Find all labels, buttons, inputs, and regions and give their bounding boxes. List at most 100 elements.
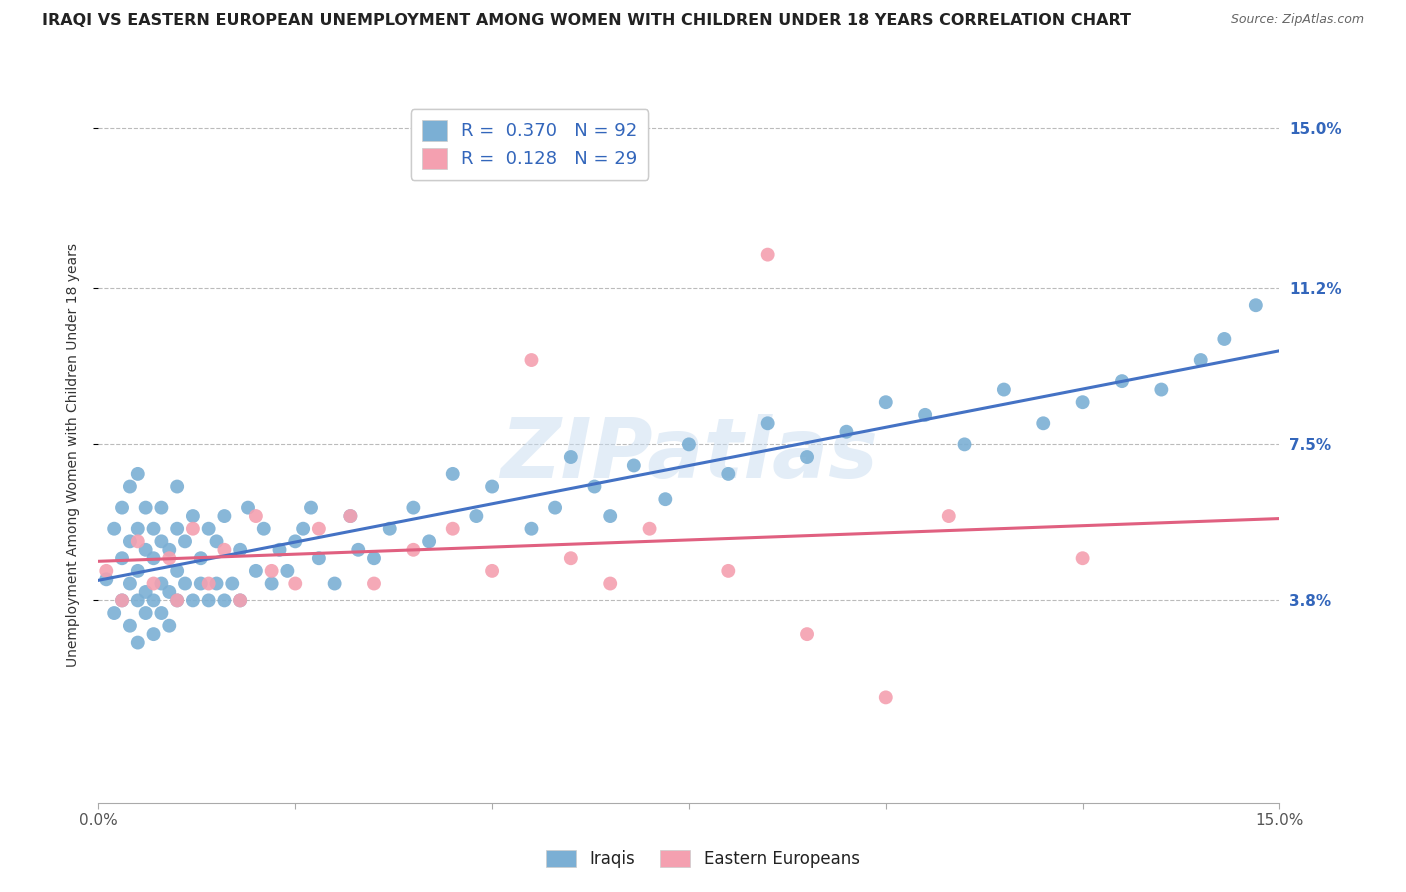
- Point: [103, 522, 125, 536]
- Point: [481, 479, 503, 493]
- Point: [993, 383, 1015, 397]
- Point: [157, 585, 180, 599]
- Point: [308, 551, 330, 566]
- Point: [796, 450, 818, 464]
- Point: [717, 467, 740, 481]
- Point: [465, 509, 488, 524]
- Point: [214, 593, 236, 607]
- Point: [166, 593, 188, 607]
- Point: [276, 564, 298, 578]
- Point: [1213, 332, 1236, 346]
- Point: [229, 593, 252, 607]
- Point: [236, 500, 259, 515]
- Point: [1189, 353, 1212, 368]
- Point: [157, 542, 180, 557]
- Point: [953, 437, 976, 451]
- Point: [253, 522, 276, 536]
- Point: [229, 542, 252, 557]
- Point: [299, 500, 322, 515]
- Point: [1150, 383, 1173, 397]
- Point: [205, 576, 228, 591]
- Point: [142, 627, 165, 641]
- Point: [323, 576, 346, 591]
- Point: [756, 247, 779, 261]
- Text: Source: ZipAtlas.com: Source: ZipAtlas.com: [1230, 13, 1364, 27]
- Point: [197, 576, 219, 591]
- Point: [1111, 374, 1133, 388]
- Point: [363, 576, 385, 591]
- Point: [221, 576, 243, 591]
- Point: [135, 542, 157, 557]
- Point: [214, 542, 236, 557]
- Point: [520, 353, 543, 368]
- Point: [402, 500, 425, 515]
- Point: [197, 593, 219, 607]
- Point: [127, 564, 149, 578]
- Point: [181, 522, 204, 536]
- Point: [717, 564, 740, 578]
- Point: [142, 551, 165, 566]
- Point: [150, 534, 173, 549]
- Point: [229, 593, 252, 607]
- Point: [166, 564, 188, 578]
- Point: [150, 606, 173, 620]
- Point: [181, 509, 204, 524]
- Legend: R =  0.370   N = 92, R =  0.128   N = 29: R = 0.370 N = 92, R = 0.128 N = 29: [411, 109, 648, 179]
- Point: [142, 576, 165, 591]
- Point: [284, 576, 307, 591]
- Point: [347, 542, 370, 557]
- Point: [118, 618, 141, 632]
- Point: [127, 635, 149, 649]
- Point: [96, 564, 118, 578]
- Point: [756, 417, 779, 431]
- Point: [308, 522, 330, 536]
- Point: [599, 576, 621, 591]
- Point: [292, 522, 315, 536]
- Point: [150, 576, 173, 591]
- Point: [402, 542, 425, 557]
- Point: [174, 534, 197, 549]
- Point: [914, 408, 936, 422]
- Point: [378, 522, 401, 536]
- Point: [127, 467, 149, 481]
- Point: [135, 606, 157, 620]
- Point: [111, 593, 134, 607]
- Point: [1244, 298, 1267, 312]
- Point: [127, 534, 149, 549]
- Point: [135, 585, 157, 599]
- Point: [127, 593, 149, 607]
- Point: [654, 492, 676, 507]
- Point: [245, 564, 267, 578]
- Point: [142, 522, 165, 536]
- Point: [1071, 395, 1094, 409]
- Point: [599, 509, 621, 524]
- Text: IRAQI VS EASTERN EUROPEAN UNEMPLOYMENT AMONG WOMEN WITH CHILDREN UNDER 18 YEARS : IRAQI VS EASTERN EUROPEAN UNEMPLOYMENT A…: [42, 13, 1132, 29]
- Point: [118, 534, 141, 549]
- Point: [560, 551, 582, 566]
- Point: [111, 551, 134, 566]
- Point: [418, 534, 440, 549]
- Point: [441, 522, 464, 536]
- Point: [103, 606, 125, 620]
- Point: [363, 551, 385, 566]
- Point: [118, 479, 141, 493]
- Point: [197, 522, 219, 536]
- Point: [127, 522, 149, 536]
- Point: [174, 576, 197, 591]
- Point: [638, 522, 661, 536]
- Point: [1032, 417, 1054, 431]
- Point: [678, 437, 700, 451]
- Point: [166, 522, 188, 536]
- Point: [245, 509, 267, 524]
- Point: [190, 551, 212, 566]
- Point: [623, 458, 645, 473]
- Point: [157, 618, 180, 632]
- Point: [441, 467, 464, 481]
- Point: [166, 479, 188, 493]
- Point: [150, 500, 173, 515]
- Point: [111, 593, 134, 607]
- Point: [1071, 551, 1094, 566]
- Point: [190, 576, 212, 591]
- Point: [875, 395, 897, 409]
- Point: [111, 500, 134, 515]
